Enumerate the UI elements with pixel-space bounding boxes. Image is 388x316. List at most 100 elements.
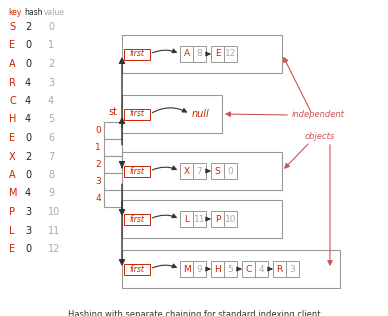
Bar — [255, 261, 268, 277]
Bar — [104, 122, 122, 139]
Text: 0: 0 — [25, 59, 31, 69]
Text: R: R — [9, 77, 16, 88]
Bar — [242, 261, 255, 277]
Text: M: M — [183, 264, 191, 274]
Text: 11: 11 — [194, 215, 205, 223]
Text: key: key — [8, 8, 21, 17]
Text: first: first — [130, 167, 144, 175]
Text: E: E — [9, 133, 15, 143]
Bar — [211, 211, 224, 227]
Text: 4: 4 — [95, 194, 101, 203]
Text: objects: objects — [305, 132, 335, 141]
Text: H: H — [214, 264, 221, 274]
Bar — [180, 261, 193, 277]
Text: 5: 5 — [228, 264, 233, 274]
Text: 12: 12 — [48, 244, 61, 254]
Bar — [180, 163, 193, 179]
Bar — [211, 163, 224, 179]
Text: P: P — [215, 215, 220, 223]
Text: 4: 4 — [25, 96, 31, 106]
Text: null: null — [192, 109, 210, 119]
Text: 10: 10 — [48, 207, 60, 217]
Text: Hashing with separate chaining for standard indexing client: Hashing with separate chaining for stand… — [68, 310, 320, 316]
Text: 12: 12 — [225, 50, 236, 58]
Text: st: st — [109, 107, 118, 117]
Text: 0: 0 — [228, 167, 233, 175]
Bar — [286, 261, 299, 277]
Text: C: C — [245, 264, 252, 274]
Text: P: P — [9, 207, 15, 217]
Text: H: H — [9, 114, 16, 125]
Text: 3: 3 — [25, 207, 31, 217]
Text: X: X — [9, 151, 16, 161]
Text: E: E — [9, 40, 15, 51]
Text: C: C — [9, 96, 16, 106]
Bar — [122, 95, 222, 133]
Bar — [124, 214, 150, 224]
Text: 7: 7 — [197, 167, 203, 175]
Text: 4: 4 — [259, 264, 264, 274]
Bar — [124, 48, 150, 59]
Text: 1: 1 — [95, 143, 101, 152]
Text: X: X — [184, 167, 190, 175]
Bar — [124, 264, 150, 275]
Text: 3: 3 — [25, 226, 31, 235]
Text: S: S — [9, 22, 15, 32]
Text: L: L — [184, 215, 189, 223]
Text: value: value — [44, 8, 65, 17]
Bar — [224, 46, 237, 62]
Text: 1: 1 — [48, 40, 54, 51]
Bar — [122, 152, 282, 190]
Text: 2: 2 — [95, 160, 101, 169]
Text: 0: 0 — [95, 126, 101, 135]
Text: R: R — [276, 264, 282, 274]
Text: 2: 2 — [48, 59, 54, 69]
Bar — [122, 250, 340, 288]
Text: A: A — [9, 59, 16, 69]
Text: independent: independent — [292, 110, 345, 119]
Text: 0: 0 — [25, 170, 31, 180]
Text: hash: hash — [24, 8, 43, 17]
Bar — [180, 211, 193, 227]
Text: 0: 0 — [48, 22, 54, 32]
Text: 8: 8 — [197, 50, 203, 58]
Text: 3: 3 — [95, 177, 101, 186]
Bar — [193, 261, 206, 277]
Text: 9: 9 — [48, 189, 54, 198]
Text: 0: 0 — [25, 244, 31, 254]
Text: 7: 7 — [48, 151, 54, 161]
Text: 5: 5 — [48, 114, 54, 125]
Bar — [224, 211, 237, 227]
Text: E: E — [215, 50, 220, 58]
Text: first: first — [130, 110, 144, 118]
Bar — [193, 163, 206, 179]
Text: 0: 0 — [25, 133, 31, 143]
Bar — [193, 46, 206, 62]
Text: 3: 3 — [289, 264, 295, 274]
Bar — [211, 46, 224, 62]
Text: M: M — [9, 189, 17, 198]
Text: 2: 2 — [25, 151, 31, 161]
Text: first: first — [130, 264, 144, 274]
Bar — [211, 261, 224, 277]
Text: A: A — [184, 50, 190, 58]
Text: 0: 0 — [25, 40, 31, 51]
Bar — [180, 46, 193, 62]
Text: 2: 2 — [25, 22, 31, 32]
Text: 6: 6 — [48, 133, 54, 143]
Text: A: A — [9, 170, 16, 180]
Text: 4: 4 — [25, 77, 31, 88]
Bar — [273, 261, 286, 277]
Text: first: first — [130, 215, 144, 223]
Text: first: first — [130, 50, 144, 58]
Bar — [224, 163, 237, 179]
Bar — [122, 200, 282, 238]
Text: 4: 4 — [25, 189, 31, 198]
Text: 3: 3 — [48, 77, 54, 88]
Bar — [193, 211, 206, 227]
Bar — [124, 108, 150, 119]
Bar — [104, 156, 122, 173]
Bar — [124, 166, 150, 177]
Bar — [122, 35, 282, 73]
Text: 4: 4 — [25, 114, 31, 125]
